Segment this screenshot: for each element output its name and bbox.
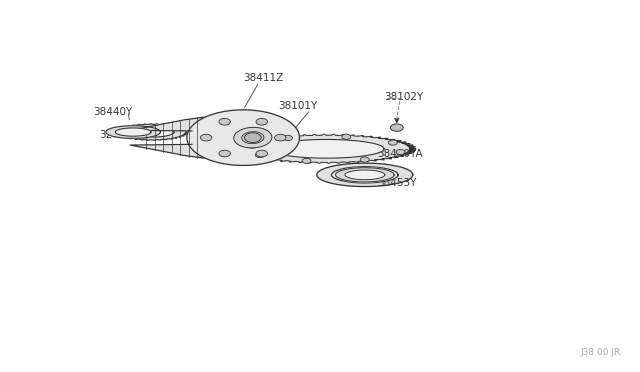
- Circle shape: [275, 134, 286, 141]
- Polygon shape: [116, 124, 188, 140]
- Text: 38440Y: 38440Y: [93, 107, 132, 116]
- Text: 38101Y: 38101Y: [278, 101, 317, 111]
- Circle shape: [342, 134, 351, 140]
- Polygon shape: [130, 117, 204, 158]
- Circle shape: [302, 158, 311, 163]
- Circle shape: [284, 135, 292, 141]
- Circle shape: [219, 150, 230, 157]
- Polygon shape: [115, 128, 151, 136]
- Polygon shape: [269, 140, 384, 158]
- Polygon shape: [131, 127, 174, 137]
- Circle shape: [256, 118, 268, 125]
- Ellipse shape: [242, 132, 264, 144]
- Ellipse shape: [234, 127, 272, 148]
- Polygon shape: [106, 126, 161, 138]
- Circle shape: [360, 157, 369, 162]
- Text: 38453Y: 38453Y: [378, 178, 417, 188]
- Circle shape: [390, 124, 403, 131]
- Circle shape: [248, 143, 257, 148]
- Polygon shape: [187, 110, 300, 166]
- Text: 38440YA: 38440YA: [378, 150, 423, 159]
- Circle shape: [256, 150, 268, 157]
- Text: J38 00 JR: J38 00 JR: [580, 348, 621, 357]
- Polygon shape: [317, 163, 413, 186]
- Circle shape: [200, 134, 212, 141]
- Circle shape: [255, 153, 264, 158]
- Circle shape: [396, 150, 405, 155]
- Polygon shape: [332, 167, 398, 183]
- Text: 38411Z: 38411Z: [243, 73, 284, 83]
- Text: 32701Y: 32701Y: [99, 130, 138, 140]
- Polygon shape: [237, 134, 416, 163]
- Circle shape: [219, 118, 230, 125]
- Circle shape: [388, 140, 397, 145]
- Text: 38102Y: 38102Y: [384, 92, 423, 102]
- Polygon shape: [345, 170, 385, 180]
- Circle shape: [244, 133, 261, 142]
- Polygon shape: [335, 168, 394, 182]
